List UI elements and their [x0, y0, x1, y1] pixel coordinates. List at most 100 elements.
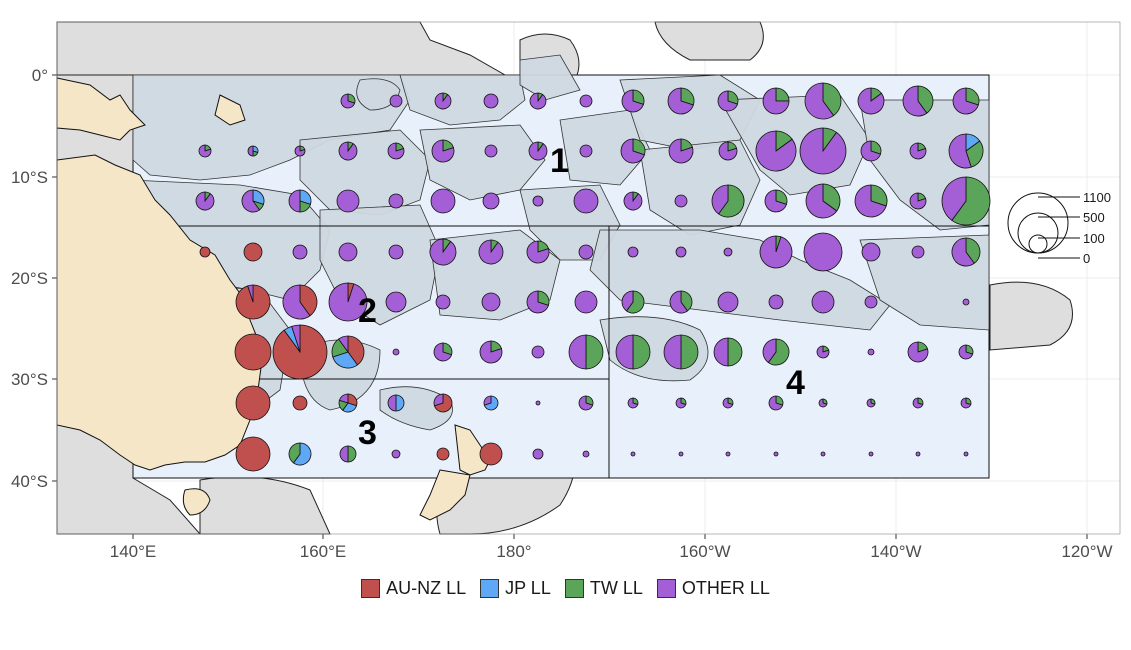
catch-pie — [339, 445, 357, 463]
pie-slice — [621, 290, 634, 312]
catch-pie — [952, 87, 980, 115]
pie-slice — [338, 335, 349, 354]
pie-slice — [388, 244, 404, 260]
catch-pie — [247, 145, 259, 157]
y-tick-40s: 40°S — [11, 472, 48, 491]
pie-slice — [717, 90, 739, 112]
catch-pie — [195, 191, 215, 211]
catch-pie — [630, 451, 636, 457]
pie-slice — [531, 345, 545, 359]
region-label-1: 1 — [550, 142, 569, 180]
pie-slice — [725, 451, 731, 457]
pie-slice — [241, 189, 261, 213]
pie-slice — [243, 242, 263, 262]
catch-pie — [623, 191, 643, 211]
catch-pie — [713, 337, 743, 367]
pie-slice — [965, 237, 981, 264]
catch-pie — [338, 242, 358, 262]
pie-slice — [288, 442, 301, 464]
pie-slice — [627, 397, 639, 409]
catch-pie — [198, 144, 212, 158]
size-label-1100: 1100 — [1083, 190, 1111, 205]
pie-slice — [385, 291, 407, 313]
pie-slice — [483, 93, 499, 109]
catch-pie — [243, 242, 263, 262]
pie-slice — [388, 193, 404, 209]
pie-slice — [804, 82, 835, 120]
pie-slice — [478, 239, 504, 265]
catch-pie — [667, 87, 695, 115]
catch-pie — [433, 342, 453, 362]
catch-pie — [529, 92, 547, 110]
catch-pie — [387, 142, 405, 160]
catch-pie — [429, 238, 457, 266]
catch-pie — [759, 235, 793, 269]
catch-pie — [911, 245, 925, 259]
catch-pie — [340, 93, 356, 109]
catch-pie — [235, 436, 271, 472]
pie-slice — [965, 87, 980, 106]
pie-slice — [860, 140, 882, 162]
catch-pie — [528, 141, 548, 161]
pie-slice — [578, 244, 594, 260]
pie-slice — [338, 393, 349, 404]
catch-pie — [578, 244, 594, 260]
pie-slice — [667, 87, 694, 115]
pie-slice — [392, 348, 400, 356]
catch-pie — [857, 87, 885, 115]
catch-pie — [711, 184, 745, 218]
pie-slice — [338, 141, 358, 161]
pie-slice — [867, 348, 875, 356]
catch-pie — [818, 398, 828, 408]
pie-slice — [768, 395, 784, 411]
catch-pie — [951, 237, 981, 267]
pie-slice — [479, 340, 503, 364]
pie-slice — [713, 337, 729, 367]
pie-slice — [387, 394, 397, 412]
legend-swatch-au-nz — [361, 579, 381, 598]
pie-slice — [773, 451, 779, 457]
pie-slice — [235, 436, 271, 472]
catch-pie — [338, 393, 358, 413]
pie-slice — [854, 184, 887, 218]
pie-slice — [669, 290, 689, 314]
pie-slice — [822, 82, 842, 117]
pie-slice — [907, 341, 929, 363]
pie-slice — [718, 141, 738, 161]
x-tick-160e: 160°E — [300, 542, 347, 560]
catch-pie — [199, 246, 211, 258]
pie-slice — [632, 334, 651, 370]
catch-pie — [385, 291, 407, 313]
catch-pie — [907, 341, 929, 363]
pie-slice — [755, 130, 797, 172]
pie-slice — [483, 395, 492, 406]
catch-pie — [272, 324, 328, 380]
catch-pie — [235, 284, 271, 320]
legend-label-jp: JP LL — [505, 578, 551, 598]
pie-slice — [332, 351, 358, 369]
catch-pie — [861, 242, 881, 262]
pie-slice — [532, 195, 544, 207]
catch-pie — [535, 400, 541, 406]
catch-pie — [762, 87, 790, 115]
catch-pie — [338, 141, 358, 161]
x-tick-120w: 120°W — [1061, 542, 1112, 560]
pie-slice — [430, 188, 456, 214]
pie-slice — [291, 324, 301, 353]
pie-slice — [479, 442, 503, 466]
pie-slice — [235, 385, 271, 421]
pie-slice — [911, 245, 925, 259]
catch-pie — [430, 188, 456, 214]
map-plot: 140°E 160°E 180° 160°W 140°W 120°W 0° 10… — [11, 21, 1121, 560]
axis-ticks — [52, 74, 1088, 539]
pie-slice — [294, 145, 306, 157]
catch-pie — [722, 397, 734, 409]
pie-slice — [909, 142, 927, 160]
catch-pie — [963, 451, 969, 457]
catch-pie — [902, 85, 934, 117]
pie-slice — [535, 400, 541, 406]
x-tick-140e: 140°E — [110, 542, 157, 560]
land-masses — [56, 77, 491, 521]
pie-slice — [680, 334, 699, 370]
catch-pie — [948, 133, 984, 169]
